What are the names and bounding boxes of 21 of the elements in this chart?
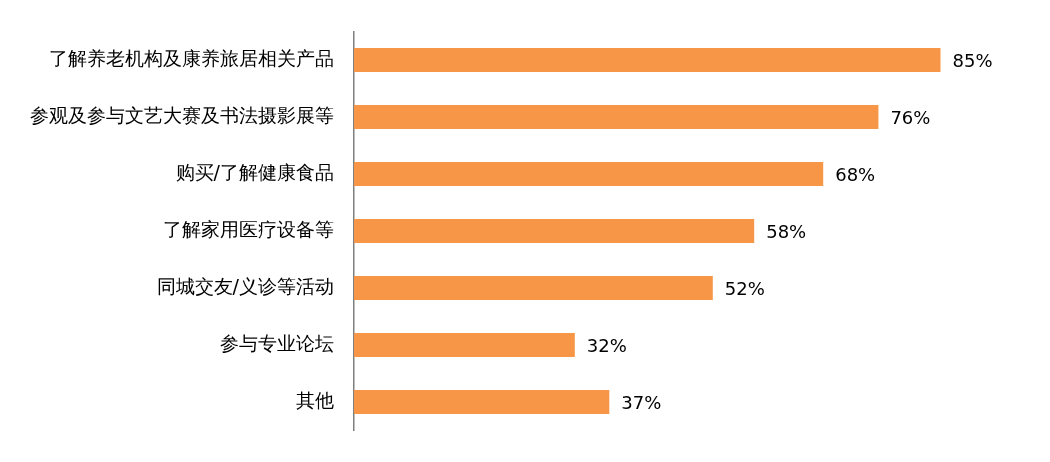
y-tick-label: 同城交友/义诊等活动 [156,274,334,297]
bar [354,276,713,301]
y-tick-label: 购买/了解健康食品 [175,160,334,183]
y-tick-label: 了解家用医疗设备等 [163,217,334,240]
y-tick-label: 了解养老机构及康养旅居相关产品 [49,46,334,69]
bar [354,104,879,129]
data-label: 76% [890,106,931,128]
bar [354,333,575,358]
data-label: 85% [952,49,993,71]
data-label: 68% [835,163,876,185]
bar [354,219,755,243]
y-tick-label: 其他 [296,389,334,412]
bar [354,47,941,72]
bar [354,390,610,415]
data-label: 52% [724,277,765,299]
y-tick-label: 参观及参与文艺大赛及书法摄影展等 [30,103,334,126]
data-label: 32% [586,334,627,356]
data-label: 58% [766,220,807,242]
y-tick-label: 参与专业论坛 [220,331,334,354]
data-label: 37% [621,391,662,413]
bar [354,162,824,186]
